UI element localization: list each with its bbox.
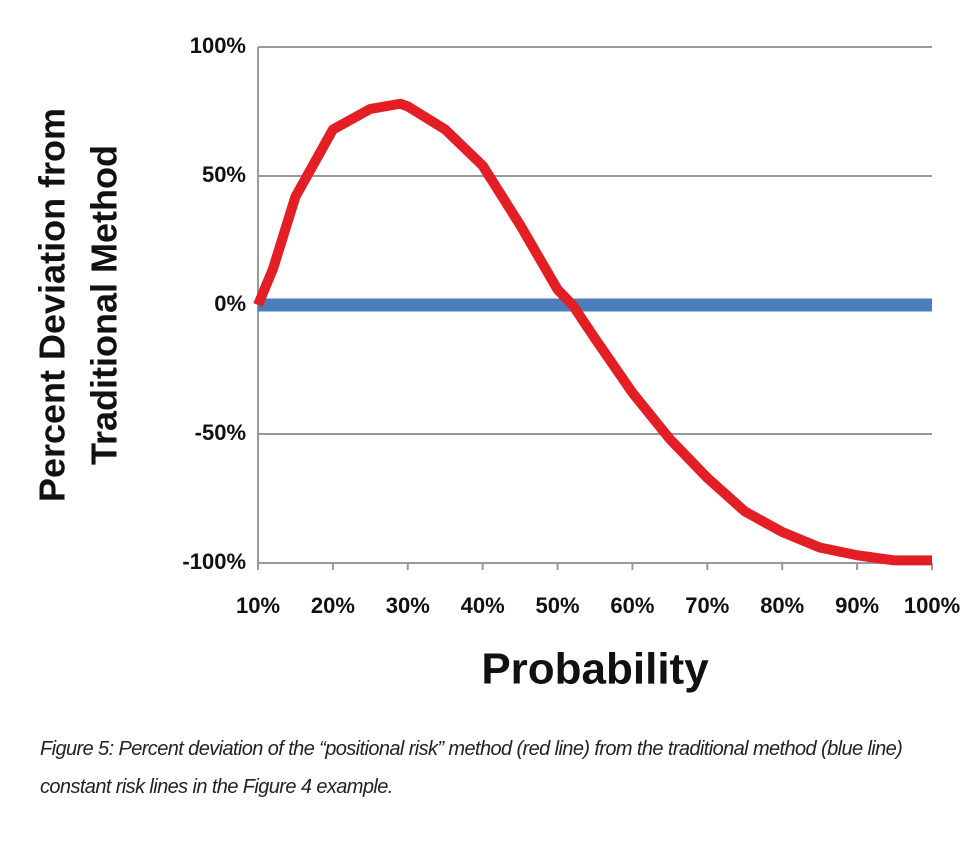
x-tick-label: 30%	[386, 593, 430, 618]
y-tick-label: 0%	[214, 291, 246, 316]
x-tick-label: 100%	[904, 593, 960, 618]
x-tick-label: 70%	[685, 593, 729, 618]
data-line	[253, 98, 932, 566]
x-tick-label: 10%	[236, 593, 280, 618]
caption: Figure 5: Percent deviation of the “posi…	[40, 738, 903, 798]
y-tick-label: 50%	[202, 162, 246, 187]
chart: Percent Deviation from Traditional Metho…	[32, 33, 961, 694]
x-tick-label: 90%	[835, 593, 879, 618]
x-tick-label: 60%	[610, 593, 654, 618]
y-tick-label: 100%	[190, 33, 246, 58]
y-axis-label: Traditional Method	[84, 145, 125, 465]
x-axis-label: Probability	[481, 645, 709, 694]
x-tick-label: 80%	[760, 593, 804, 618]
x-tick-label: 20%	[311, 593, 355, 618]
x-tick-label: 40%	[461, 593, 505, 618]
y-axis-label: Percent Deviation from	[32, 108, 73, 502]
y-tick-label: -100%	[182, 549, 246, 574]
x-tick-label: 50%	[536, 593, 580, 618]
y-tick-label: -50%	[195, 420, 246, 445]
